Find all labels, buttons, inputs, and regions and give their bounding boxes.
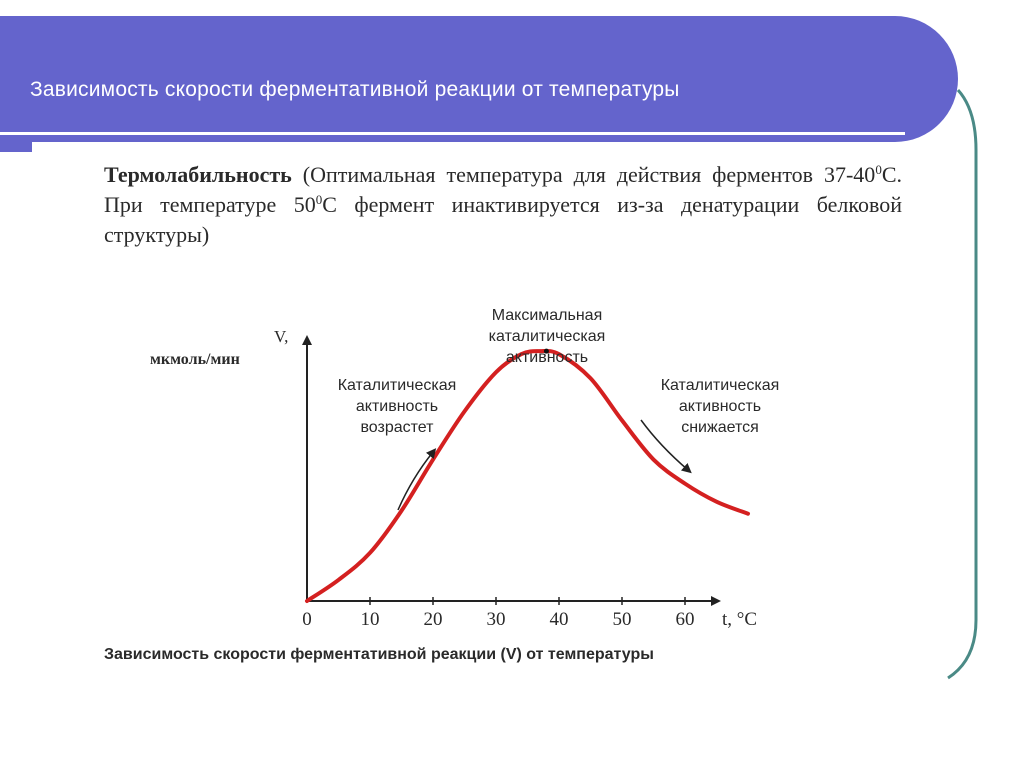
y-axis-unit: мкмоль/мин	[150, 351, 240, 368]
annotation-activity-falls: Каталитическая	[661, 377, 780, 394]
description-text-2: С. При температуре 50	[104, 162, 902, 217]
x-tick-label: 10	[361, 609, 380, 630]
decorative-frame-line	[947, 88, 978, 680]
title-underline	[0, 132, 905, 135]
activity-curve-group	[305, 348, 750, 603]
annotation-activity-rises: возрастет	[360, 419, 434, 436]
peak-point	[543, 348, 549, 354]
title-notch	[0, 142, 32, 152]
x-axis-label: t, °C	[722, 609, 757, 630]
x-tick-label: 50	[613, 609, 632, 630]
annotation-activity-falls: активность	[679, 398, 761, 415]
x-tick-group: 0 10 20 30 40 50 60	[302, 597, 695, 630]
degree-sup-2: 0	[315, 192, 323, 207]
chart-caption: Зависимость скорости ферментативной реак…	[104, 646, 654, 663]
rise-arrow	[397, 448, 437, 511]
x-tick-label: 0	[302, 609, 312, 630]
description-term: Термолабильность	[104, 162, 292, 187]
chart-axes: V, мкмоль/мин t, °C	[150, 327, 757, 630]
title-banner: Зависимость скорости ферментативной реак…	[0, 16, 958, 142]
degree-sup-1: 0	[875, 162, 882, 177]
description-text-1: (Оптимальная температура для действия фе…	[291, 162, 876, 187]
annotation-group: Максимальная каталитическая активность Ката…	[338, 307, 780, 511]
y-axis-label: V,	[274, 327, 288, 346]
slide-title: Зависимость скорости ферментативной реак…	[30, 78, 680, 101]
annotation-max-activity: активность	[506, 349, 588, 366]
description-paragraph: Термолабильность (Оптимальная температур…	[104, 160, 902, 250]
annotation-activity-rises: Каталитическая	[338, 377, 457, 394]
x-tick-label: 40	[550, 609, 569, 630]
activity-curve	[305, 348, 750, 603]
annotation-activity-falls: снижается	[681, 419, 759, 436]
fall-arrow	[640, 419, 692, 474]
x-tick-label: 30	[487, 609, 506, 630]
annotation-max-activity: Максимальная	[492, 307, 603, 324]
annotation-max-activity: каталитическая	[489, 328, 606, 345]
annotation-activity-rises: активность	[356, 398, 438, 415]
description-text-3: С фермент инактивируется из-за денатурац…	[104, 192, 902, 247]
x-tick-label: 20	[424, 609, 443, 630]
x-tick-label: 60	[676, 609, 695, 630]
